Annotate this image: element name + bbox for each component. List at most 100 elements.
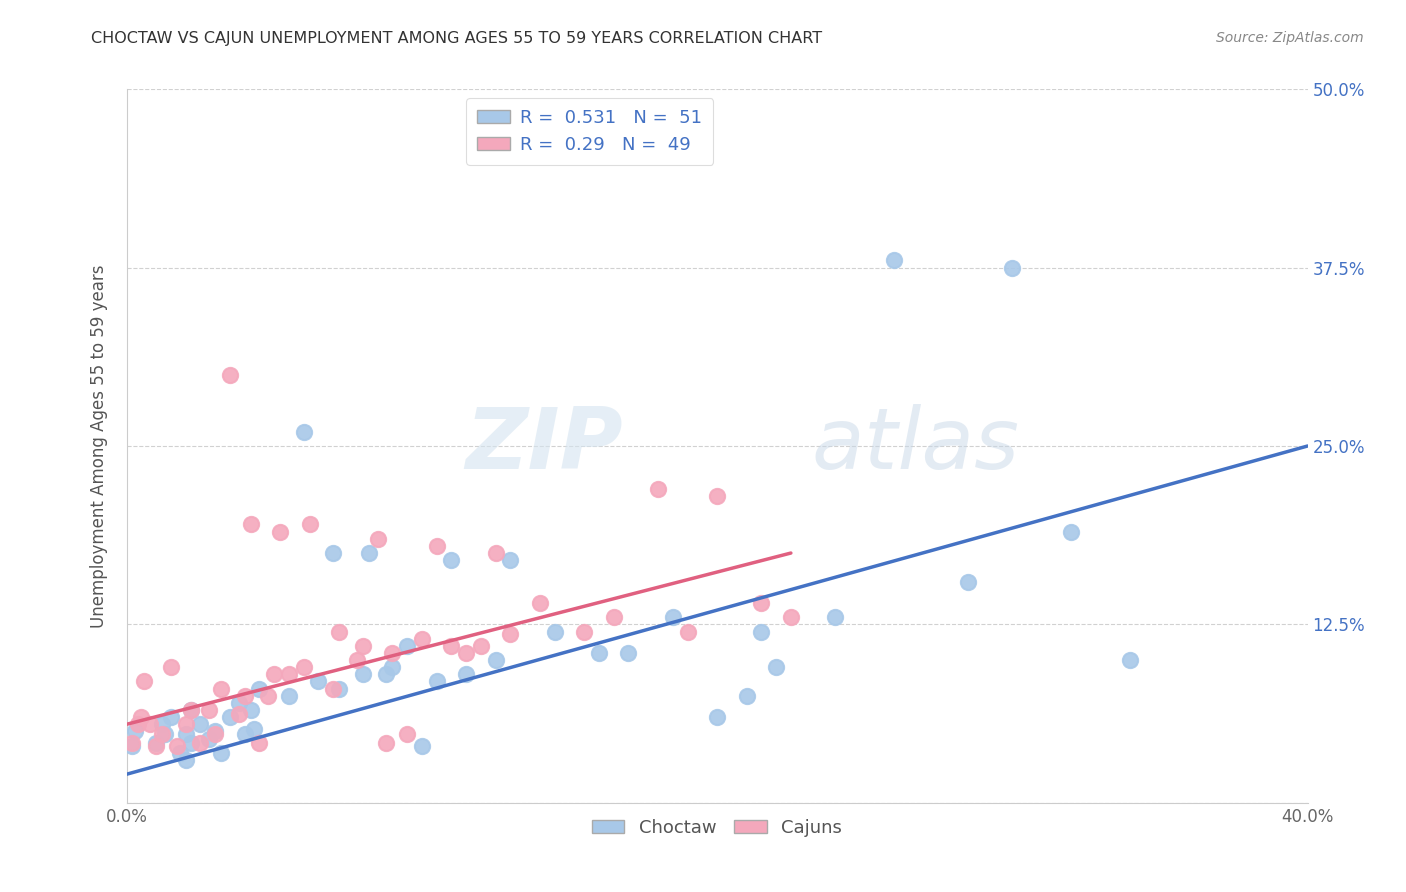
Point — [257, 689, 280, 703]
Point — [367, 532, 389, 546]
Y-axis label: Unemployment Among Ages 55 to 59 years: Unemployment Among Ages 55 to 59 years — [90, 264, 108, 628]
Point — [209, 681, 232, 696]
Point — [574, 624, 596, 639]
Point — [198, 731, 221, 746]
Point — [1001, 260, 1024, 275]
Point — [129, 710, 153, 724]
Point — [411, 632, 433, 646]
Point — [124, 724, 146, 739]
Point — [780, 610, 803, 624]
Point — [499, 553, 522, 567]
Point — [278, 667, 301, 681]
Point — [150, 727, 173, 741]
Point — [269, 524, 291, 539]
Point — [139, 717, 162, 731]
Point — [298, 517, 321, 532]
Point — [174, 753, 197, 767]
Point — [228, 696, 250, 710]
Point — [233, 727, 256, 741]
Point — [352, 639, 374, 653]
Point — [328, 624, 350, 639]
Point — [322, 681, 344, 696]
Point — [543, 624, 565, 639]
Text: CHOCTAW VS CAJUN UNEMPLOYMENT AMONG AGES 55 TO 59 YEARS CORRELATION CHART: CHOCTAW VS CAJUN UNEMPLOYMENT AMONG AGES… — [91, 31, 823, 46]
Point — [160, 710, 183, 724]
Point — [396, 639, 419, 653]
Point — [440, 553, 463, 567]
Point — [127, 717, 149, 731]
Point — [381, 660, 404, 674]
Point — [204, 724, 226, 739]
Point — [381, 646, 404, 660]
Point — [153, 727, 176, 741]
Point — [233, 689, 256, 703]
Point — [676, 624, 699, 639]
Point — [425, 674, 447, 689]
Point — [239, 703, 262, 717]
Point — [249, 681, 271, 696]
Point — [150, 717, 173, 731]
Point — [617, 646, 640, 660]
Point — [121, 739, 143, 753]
Point — [706, 489, 728, 503]
Point — [735, 689, 758, 703]
Point — [425, 539, 447, 553]
Point — [662, 610, 685, 624]
Point — [204, 727, 226, 741]
Point — [328, 681, 350, 696]
Point — [706, 710, 728, 724]
Point — [824, 610, 846, 624]
Point — [174, 727, 197, 741]
Point — [440, 639, 463, 653]
Text: Source: ZipAtlas.com: Source: ZipAtlas.com — [1216, 31, 1364, 45]
Point — [765, 660, 787, 674]
Point — [166, 739, 188, 753]
Point — [121, 736, 143, 750]
Point — [292, 660, 315, 674]
Point — [375, 667, 398, 681]
Point — [292, 425, 315, 439]
Text: ZIP: ZIP — [465, 404, 623, 488]
Point — [219, 710, 242, 724]
Point — [145, 736, 167, 750]
Point — [647, 482, 669, 496]
Point — [180, 703, 202, 717]
Point — [375, 736, 398, 750]
Point — [346, 653, 368, 667]
Point — [322, 546, 344, 560]
Text: atlas: atlas — [811, 404, 1019, 488]
Point — [209, 746, 232, 760]
Point — [956, 574, 979, 589]
Point — [242, 722, 264, 736]
Point — [169, 746, 191, 760]
Point — [308, 674, 330, 689]
Legend: Choctaw, Cajuns: Choctaw, Cajuns — [585, 812, 849, 844]
Point — [145, 739, 167, 753]
Point — [883, 253, 905, 268]
Point — [529, 596, 551, 610]
Point — [603, 610, 626, 624]
Point — [499, 627, 522, 641]
Point — [188, 717, 212, 731]
Point — [180, 703, 202, 717]
Point — [249, 736, 271, 750]
Point — [470, 639, 492, 653]
Point — [456, 667, 478, 681]
Point — [228, 707, 250, 722]
Point — [180, 736, 202, 750]
Point — [174, 717, 197, 731]
Point — [484, 653, 508, 667]
Point — [160, 660, 183, 674]
Point — [1119, 653, 1142, 667]
Point — [188, 736, 212, 750]
Point — [396, 727, 419, 741]
Point — [352, 667, 374, 681]
Point — [588, 646, 610, 660]
Point — [751, 596, 773, 610]
Point — [198, 703, 221, 717]
Point — [751, 624, 773, 639]
Point — [263, 667, 285, 681]
Point — [456, 646, 478, 660]
Point — [219, 368, 242, 382]
Point — [134, 674, 156, 689]
